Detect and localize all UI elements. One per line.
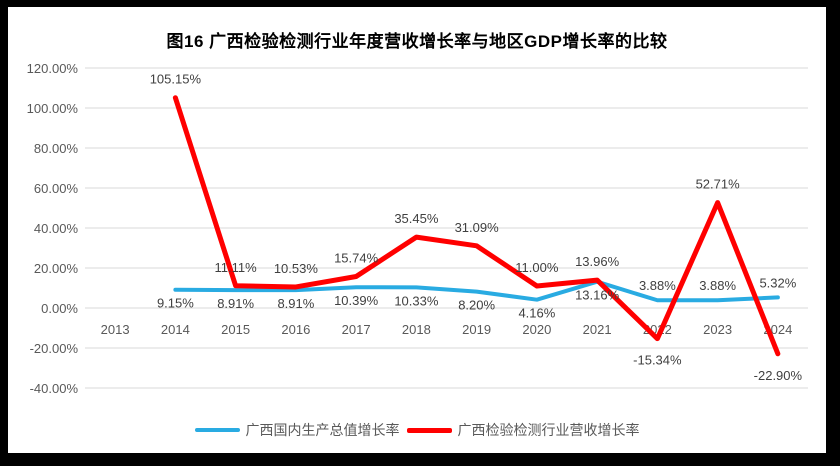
data-label-series-0: 9.15% [157,296,194,311]
x-axis-tick-label: 2021 [583,322,612,337]
y-axis-tick-label: 80.00% [34,141,79,156]
y-axis-tick-label: 0.00% [41,301,78,316]
data-label-series-1: 11.00% [515,260,559,275]
y-axis-tick-label: 40.00% [34,221,79,236]
x-axis-tick-label: 2017 [342,322,371,337]
data-label-series-0: 3.88% [699,278,736,293]
x-axis-tick-label: 2020 [522,322,551,337]
series-line-1 [172,95,781,357]
data-label-series-0: 4.16% [518,306,555,321]
data-label-series-1: 15.74% [334,251,379,266]
data-label-series-1: 52.71% [696,177,741,192]
data-label-series-0: 10.39% [334,293,379,308]
data-label-series-0: 10.33% [394,293,439,308]
chart-canvas: 图16 广西检验检测行业年度营收增长率与地区GDP增长率的比较 120.00% 1… [8,7,826,453]
chart-title: 图16 广西检验检测行业年度营收增长率与地区GDP增长率的比较 [166,32,668,51]
y-axis-tick-label: -20.00% [30,341,79,356]
y-axis-tick-label: 120.00% [27,61,79,76]
data-label-series-0: 3.88% [639,278,676,293]
series-line-0 [173,279,780,303]
data-label-series-1: 11.11% [215,260,258,275]
y-axis-tick-label: 100.00% [27,101,79,116]
x-axis-tick-label: 2013 [101,322,130,337]
data-label-series-0: 8.20% [458,298,495,313]
legend-label-industry: 广西检验检测行业营收增长率 [457,422,640,438]
data-label-series-1: 31.09% [455,220,500,235]
x-axis-tick-label: 2019 [462,322,491,337]
data-label-series-0: 5.32% [759,275,796,290]
legend-label-gdp: 广西国内生产总值增长率 [245,422,400,438]
data-label-series-1: 35.45% [394,211,439,226]
x-axis-tick-label: 2016 [281,322,310,337]
x-axis-tick-label: 2023 [703,322,732,337]
line-chart: 120.00% 100.00% 80.00% 60.00% 40.00% 20.00% 0.… [27,61,808,396]
data-label-series-0: 13.16% [575,288,620,303]
data-label-series-1: -15.34% [633,353,682,368]
x-axis-tick-label: 2018 [402,322,431,337]
legend-entry-gdp: 广西国内生产总值增长率 [194,420,400,440]
y-axis-tick-label: -40.00% [30,381,79,396]
data-label-series-1: -22.90% [754,368,803,383]
x-axis-tick-label: 2014 [161,322,190,337]
x-axis-tick-label: 2015 [221,322,250,337]
y-axis-tick-label: 60.00% [34,181,79,196]
legend-swatch-industry-line [406,427,452,433]
legend-entry-industry: 广西检验检测行业营收增长率 [406,420,640,440]
data-label-series-1: 105.15% [150,72,202,87]
legend: 广西国内生产总值增长率 广西检验检测行业营收增长率 [8,420,826,440]
legend-swatch-gdp-line [194,428,240,432]
y-axis-tick-label: 20.00% [34,261,79,276]
data-label-series-1: 10.53% [274,261,319,276]
data-label-series-1: 13.96% [575,254,620,269]
data-label-series-0: 8.91% [277,296,314,311]
data-label-series-0: 8.91% [217,296,254,311]
